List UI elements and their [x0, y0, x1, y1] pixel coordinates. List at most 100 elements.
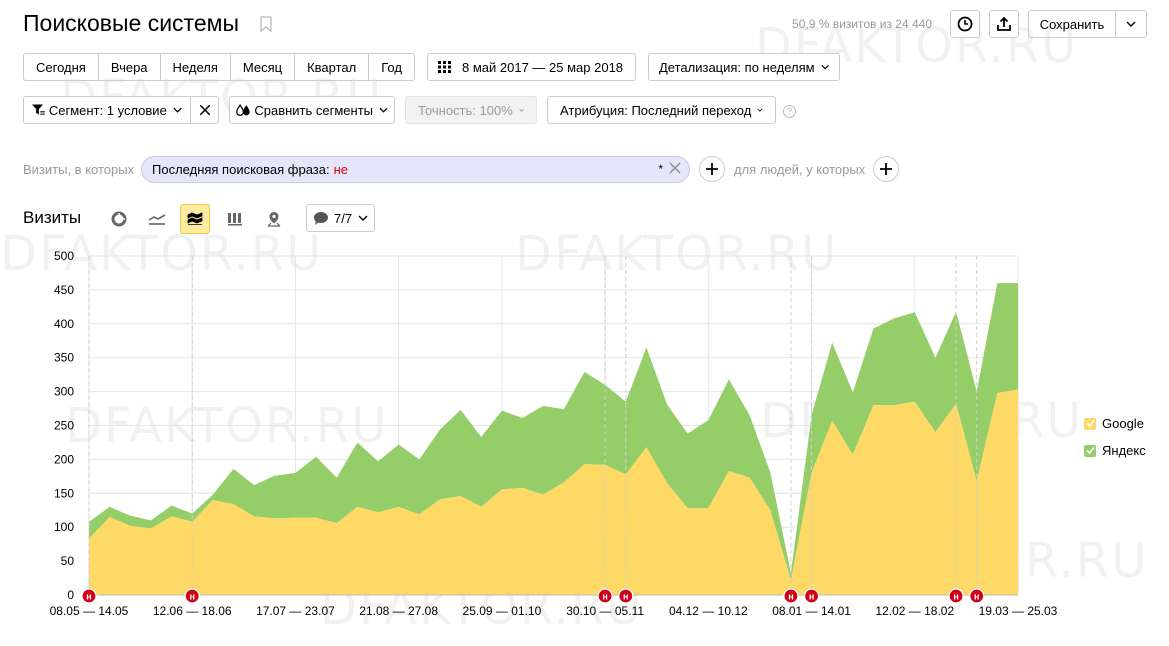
x-tick-label: 25.09 — 01.10 — [463, 604, 542, 618]
y-tick-label: 200 — [54, 452, 74, 466]
annotation-marker-label: н — [809, 592, 814, 602]
legend-swatch-google — [1084, 417, 1096, 430]
chart-type-bar[interactable] — [220, 204, 250, 234]
clock-icon — [957, 16, 973, 32]
y-tick-label: 450 — [54, 283, 74, 297]
legend-label-yandex: Яндекс — [1102, 443, 1146, 458]
x-tick-label: 12.06 — 18.06 — [153, 604, 232, 618]
y-tick-label: 300 — [54, 385, 74, 399]
annotation-marker — [803, 588, 820, 604]
legend-item-yandex[interactable]: Яндекс — [1084, 443, 1146, 458]
map-pin-icon — [267, 212, 281, 227]
legend-swatch-yandex — [1084, 444, 1096, 457]
help-icon[interactable]: ? — [783, 105, 796, 118]
period-quarter[interactable]: Квартал — [295, 54, 370, 80]
y-tick-label: 500 — [54, 249, 74, 263]
annotation-marker — [597, 588, 613, 604]
close-icon — [199, 105, 210, 115]
chevron-down-icon — [358, 215, 368, 221]
detail-dropdown[interactable]: Детализация: по неделям — [648, 53, 840, 81]
annotation-marker-label: н — [953, 592, 958, 602]
legend-label-google: Google — [1102, 416, 1144, 431]
x-tick-label: 04.12 — 10.12 — [669, 604, 748, 618]
period-yesterday[interactable]: Вчера — [99, 54, 161, 80]
history-button[interactable] — [950, 10, 980, 38]
filter-operator: не — [333, 162, 349, 177]
y-tick-label: 100 — [54, 520, 74, 534]
y-tick-label: 0 — [67, 588, 74, 602]
x-tick-label: 19.03 — 25.03 — [979, 604, 1058, 618]
annotation-marker — [948, 588, 964, 604]
compare-segments-label: Сравнить сегменты — [254, 102, 374, 118]
close-icon[interactable] — [669, 162, 681, 174]
annotation-marker — [81, 588, 97, 604]
chart-type-pie[interactable] — [104, 204, 134, 234]
calendar-icon — [438, 61, 451, 73]
annotation-marker — [618, 588, 634, 604]
filter-icon — [32, 104, 45, 115]
y-tick-label: 400 — [54, 317, 74, 331]
period-week[interactable]: Неделя — [161, 54, 231, 80]
page-title: Поисковые системы — [23, 10, 239, 36]
filter-visits-label: Визиты, в которых — [23, 162, 135, 177]
segment-dropdown[interactable]: Сегмент: 1 условие — [23, 96, 191, 124]
visits-summary: 50,9 % визитов из 24 440 — [792, 17, 932, 31]
segment-clear-button[interactable] — [190, 96, 219, 124]
x-tick-label: 08.01 — 14.01 — [772, 604, 851, 618]
annotations-dropdown[interactable]: 7/7 — [306, 204, 375, 232]
export-button[interactable] — [989, 10, 1019, 38]
annotations-count: 7/7 — [334, 210, 353, 226]
chevron-down-icon — [1126, 21, 1136, 27]
filter-value: * — [658, 162, 663, 176]
accuracy-label: Точность: 100% — [418, 102, 513, 118]
period-year[interactable]: Год — [381, 59, 402, 75]
date-range-label: 8 май 2017 — 25 мар 2018 — [462, 59, 624, 75]
x-tick-label: 30.10 — 05.11 — [566, 604, 644, 618]
bar-chart-icon — [228, 213, 242, 226]
check-icon — [1085, 419, 1095, 428]
chart-title: Визиты — [23, 208, 82, 227]
add-visit-condition-button[interactable] — [699, 156, 725, 182]
attribution-label: Атрибуция: Последний переход — [560, 102, 752, 118]
x-tick-label: 08.05 — 14.05 — [50, 604, 129, 618]
check-icon — [1085, 446, 1095, 455]
area-chart-icon — [187, 212, 203, 225]
annotation-marker-label: н — [974, 592, 979, 602]
chevron-down-icon — [379, 107, 388, 113]
period-today[interactable]: Сегодня — [24, 54, 99, 80]
detail-label: Детализация: по неделям — [659, 59, 815, 75]
plus-icon — [706, 163, 718, 175]
date-range-picker[interactable]: 8 май 2017 — 25 мар 2018 — [427, 53, 636, 81]
annotation-marker-label: н — [86, 592, 91, 602]
annotation-marker — [969, 588, 985, 604]
annotation-marker — [184, 588, 200, 604]
period-selector: Сегодня Вчера Неделя Месяц Квартал Год — [23, 53, 415, 81]
attribution-dropdown[interactable]: Атрибуция: Последний переход — [547, 96, 776, 124]
save-button-label: Сохранить — [1029, 11, 1116, 37]
segment-label: Сегмент: 1 условие — [48, 102, 167, 118]
drops-icon — [236, 103, 250, 116]
chart-type-map[interactable] — [259, 204, 289, 234]
period-month[interactable]: Месяц — [231, 54, 296, 80]
legend-item-google[interactable]: Google — [1084, 416, 1144, 431]
save-dropdown[interactable] — [1116, 11, 1146, 37]
y-tick-label: 150 — [54, 486, 74, 500]
chevron-down-icon — [519, 108, 524, 112]
x-tick-label: 12.02 — 18.02 — [875, 604, 954, 618]
compare-segments-dropdown[interactable]: Сравнить сегменты — [229, 96, 395, 124]
chart-type-line[interactable] — [142, 204, 172, 234]
x-tick-label: 21.08 — 27.08 — [359, 604, 438, 618]
y-tick-label: 350 — [54, 351, 74, 365]
filter-condition-pill[interactable]: Последняя поисковая фраза: не * — [141, 156, 690, 183]
chart-type-area[interactable] — [180, 204, 210, 234]
accuracy-dropdown[interactable]: Точность: 100% — [405, 96, 537, 124]
add-people-condition-button[interactable] — [873, 156, 899, 182]
line-chart-icon — [148, 214, 166, 225]
save-button[interactable]: Сохранить — [1028, 10, 1147, 38]
plus-icon — [880, 163, 892, 175]
annotation-marker-label: н — [623, 592, 628, 602]
annotation-marker-label: н — [190, 592, 195, 602]
bookmark-icon[interactable] — [260, 16, 272, 32]
annotation-marker-label: н — [788, 592, 793, 602]
x-tick-label: 17.07 — 23.07 — [256, 604, 335, 618]
